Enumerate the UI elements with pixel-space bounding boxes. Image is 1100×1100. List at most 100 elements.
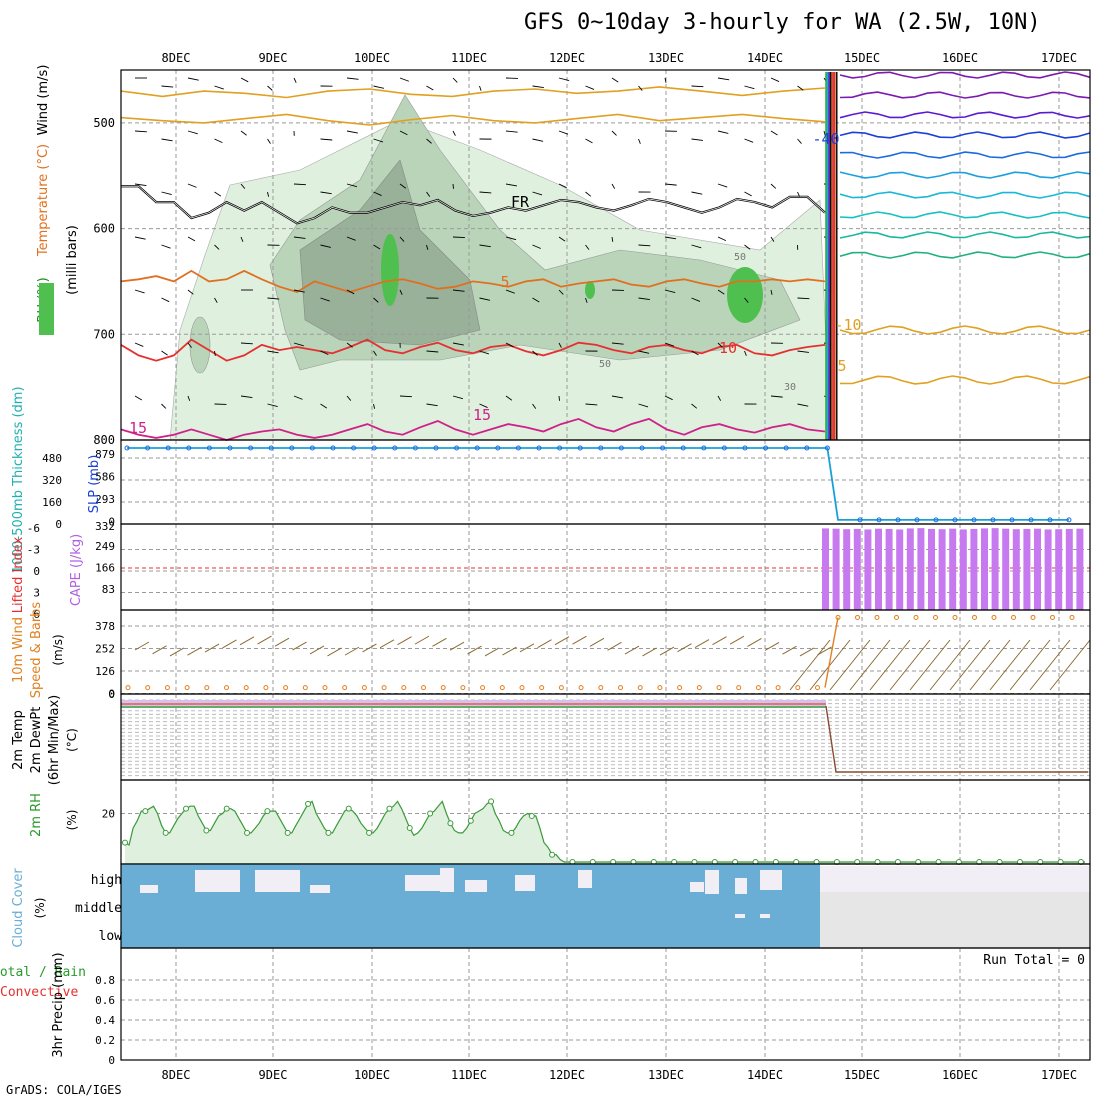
rh2m-point xyxy=(366,829,373,836)
cloud-gap xyxy=(515,875,535,891)
slp-point xyxy=(914,517,920,523)
wind-barb xyxy=(558,77,570,81)
wind-barb xyxy=(134,289,145,294)
wind-barb xyxy=(638,403,649,408)
cape-bar xyxy=(970,528,978,610)
cape-bar xyxy=(949,528,957,610)
cloud-gap xyxy=(310,885,330,893)
isotherm-line xyxy=(839,375,1091,385)
wind-barb xyxy=(373,403,376,409)
wind-barb xyxy=(187,236,196,242)
wind-barb xyxy=(134,342,144,347)
wind-barb xyxy=(505,236,517,241)
slp-point xyxy=(680,445,686,451)
cloud-gap xyxy=(705,870,719,894)
wind-speed-point xyxy=(539,685,545,691)
wind-barb xyxy=(664,395,673,401)
slp-point xyxy=(1028,517,1034,523)
cloud-gap xyxy=(195,870,240,892)
thickness-tick-label: 0 xyxy=(55,518,62,531)
wind-barb xyxy=(240,183,246,189)
cloud-gap xyxy=(690,882,704,892)
wind-barb xyxy=(969,639,1011,691)
wind-speed-point xyxy=(1069,614,1075,620)
wind-frame xyxy=(120,609,1091,695)
slp-point xyxy=(857,517,863,523)
cloud-gap xyxy=(735,878,747,894)
wind-barb xyxy=(161,85,174,88)
wind-barb xyxy=(320,403,328,409)
rh2m-point xyxy=(183,805,190,812)
rh2m-point xyxy=(467,817,474,824)
slp-point xyxy=(392,445,398,451)
wind-barb xyxy=(187,130,198,135)
wind-barb xyxy=(134,236,146,240)
wind-barb xyxy=(399,77,410,82)
wind-speed-point xyxy=(263,685,269,691)
wind-tick-label: 0 xyxy=(108,688,115,701)
wind-barb xyxy=(187,342,192,348)
wind-speed-point xyxy=(421,685,426,691)
wind-barb xyxy=(611,395,624,399)
wind-barb xyxy=(532,85,544,88)
wind-barb xyxy=(642,647,657,657)
isotherm-line xyxy=(839,211,1091,219)
wind-barb xyxy=(797,297,810,300)
wind-barb xyxy=(240,130,247,136)
wind-speed-point xyxy=(991,614,997,620)
wind-speed-point xyxy=(677,685,683,691)
cape-bar xyxy=(1002,528,1010,610)
wind-barb xyxy=(664,183,677,186)
wind-barb xyxy=(558,342,562,348)
wind-barb xyxy=(161,138,173,142)
date-tick-label-bottom: 8DEC xyxy=(162,1068,191,1082)
date-tick-label-bottom: 12DEC xyxy=(549,1068,585,1082)
slp-point xyxy=(990,517,996,523)
slp-point xyxy=(577,445,583,451)
wind-barb xyxy=(346,342,353,348)
wind-barb xyxy=(611,342,624,345)
wind-speed-line xyxy=(824,617,839,688)
cape-bar xyxy=(875,528,882,610)
slp-point xyxy=(824,445,830,451)
isotherm-line xyxy=(839,131,1091,139)
contour-label: 5 xyxy=(837,357,846,375)
cape-tick-label: 166 xyxy=(95,562,115,575)
wind-barb xyxy=(161,297,170,303)
date-tick-label-bottom: 9DEC xyxy=(259,1068,288,1082)
wind-barb xyxy=(502,646,517,656)
date-tick-label-bottom: 16DEC xyxy=(942,1068,978,1082)
slp-point xyxy=(351,445,357,451)
wind-barb xyxy=(949,639,991,691)
rh2m-point xyxy=(305,800,312,807)
wind-speed-point xyxy=(361,685,367,691)
isotherm-line xyxy=(120,269,826,293)
wind-barb xyxy=(770,395,783,398)
wind-speed-point xyxy=(184,685,190,691)
cape-bar xyxy=(917,528,925,610)
wind-barb xyxy=(292,641,307,651)
wind-barb xyxy=(327,647,342,657)
rh2m-point xyxy=(264,808,271,815)
wind-speed-point xyxy=(874,614,880,620)
wind-barb xyxy=(712,636,727,646)
wind-barb xyxy=(161,244,171,249)
date-tick-label-top: 13DEC xyxy=(648,51,684,65)
precip-tick-label: 0.2 xyxy=(95,1034,115,1047)
cape-bar xyxy=(1044,529,1052,610)
wind-tick-label: 378 xyxy=(95,620,115,633)
wind-barb xyxy=(797,350,810,353)
wind-barb xyxy=(744,85,755,90)
wind-barb xyxy=(717,130,729,134)
cloud-low-clear xyxy=(820,892,1090,948)
wind-barb xyxy=(532,297,540,303)
wind-barb xyxy=(267,191,270,197)
wind-speed-point xyxy=(322,685,328,691)
wind-barb xyxy=(414,635,430,645)
wind-speed-point xyxy=(696,685,702,691)
wind-barb xyxy=(452,289,465,292)
pressure-tick-label: 800 xyxy=(93,433,115,447)
wind-barb xyxy=(399,236,405,242)
slp-point xyxy=(742,445,748,451)
pressure-tick-label: 600 xyxy=(93,222,115,236)
